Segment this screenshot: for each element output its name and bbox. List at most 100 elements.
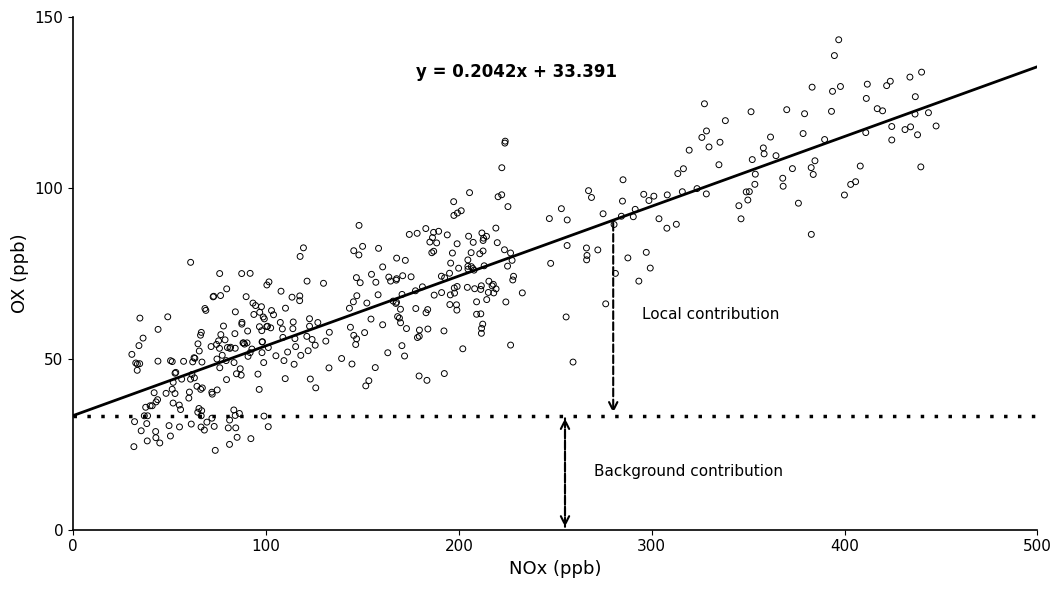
Point — [859, 80, 876, 89]
Point — [147, 427, 164, 436]
Point — [206, 446, 223, 455]
Point — [192, 385, 209, 394]
Point — [497, 297, 514, 307]
Point — [680, 145, 697, 155]
Point — [307, 340, 324, 350]
Point — [401, 230, 418, 239]
Point — [485, 280, 502, 289]
Point — [307, 383, 324, 392]
Point — [162, 431, 179, 441]
Point — [805, 170, 822, 179]
Point — [235, 338, 252, 348]
Point — [620, 253, 637, 263]
Point — [396, 256, 414, 265]
Point — [804, 82, 821, 92]
Point — [775, 181, 792, 191]
Point — [436, 326, 453, 336]
Point — [564, 358, 581, 367]
Point — [418, 308, 435, 317]
Point — [239, 326, 256, 336]
Point — [219, 343, 236, 352]
Point — [192, 411, 209, 421]
Point — [192, 330, 209, 340]
Point — [883, 122, 900, 131]
Point — [175, 356, 192, 366]
Point — [425, 290, 442, 300]
Point — [309, 318, 326, 327]
Point — [638, 247, 655, 257]
Point — [189, 408, 206, 417]
Point — [167, 368, 184, 377]
Point — [125, 442, 142, 451]
Point — [465, 237, 482, 247]
Point — [744, 155, 761, 164]
Point — [250, 369, 267, 379]
Point — [392, 318, 409, 327]
Point — [182, 375, 199, 384]
Point — [732, 214, 749, 224]
Point — [762, 133, 779, 142]
Point — [146, 388, 163, 398]
Point — [193, 358, 210, 367]
Point — [459, 262, 476, 271]
Point — [445, 197, 462, 206]
Point — [442, 259, 459, 268]
Point — [208, 385, 225, 395]
Point — [286, 334, 303, 343]
Point — [221, 439, 238, 449]
Point — [254, 337, 271, 346]
Point — [225, 405, 242, 415]
Point — [226, 343, 243, 353]
Point — [259, 422, 276, 431]
Point — [256, 314, 273, 323]
Point — [227, 423, 244, 432]
Point — [181, 393, 198, 403]
Point — [883, 135, 900, 145]
Point — [388, 276, 405, 285]
Point — [213, 330, 230, 339]
Point — [559, 241, 576, 250]
Point — [645, 191, 662, 201]
Point — [186, 353, 203, 362]
Point — [658, 223, 675, 233]
Point — [189, 339, 206, 349]
Point — [203, 388, 220, 397]
Point — [424, 233, 441, 242]
Point — [352, 278, 369, 287]
Point — [221, 415, 238, 425]
Point — [743, 107, 760, 117]
X-axis label: NOx (ppb): NOx (ppb) — [509, 560, 602, 578]
Point — [210, 343, 227, 353]
Point — [263, 323, 280, 333]
Point — [410, 332, 427, 341]
Point — [459, 283, 476, 292]
Point — [485, 288, 502, 297]
Point — [578, 243, 595, 253]
Point — [730, 201, 747, 210]
Point — [148, 397, 165, 406]
Point — [157, 389, 174, 398]
Point — [449, 239, 466, 249]
Point — [362, 315, 379, 324]
Point — [668, 220, 685, 229]
Point — [474, 319, 491, 329]
Point — [150, 356, 167, 366]
Point — [912, 162, 929, 171]
Point — [242, 434, 259, 444]
Point — [255, 312, 272, 322]
Point — [321, 327, 338, 337]
Point — [472, 309, 489, 319]
Point — [479, 287, 496, 297]
Point — [218, 284, 235, 293]
Point — [701, 142, 718, 151]
Point — [203, 342, 220, 351]
Point — [131, 359, 148, 368]
Point — [474, 246, 491, 256]
Point — [408, 229, 425, 238]
Point — [480, 276, 497, 286]
Point — [607, 269, 624, 278]
Point — [381, 272, 398, 282]
Point — [625, 212, 642, 221]
Point — [235, 338, 252, 348]
Point — [205, 292, 222, 301]
